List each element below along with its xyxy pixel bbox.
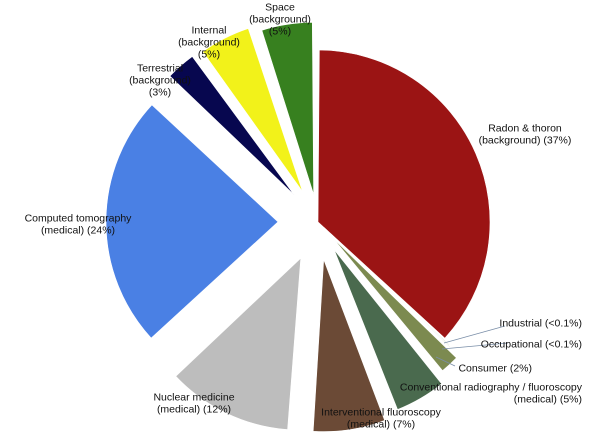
slice-label-9: Terrestrial (background) (3%) — [129, 63, 191, 99]
pie-slice-5 — [333, 249, 443, 410]
pie-slice-8 — [105, 104, 279, 339]
slice-label-6: Interventional fluoroscopy (medical) (7%) — [321, 407, 441, 431]
pie-slice-6 — [312, 259, 386, 432]
pie-slice-1 — [317, 49, 491, 339]
leader-line-2 — [443, 325, 506, 344]
leader-line-4 — [435, 356, 456, 367]
slice-label-10: Internal (background) (5%) — [178, 25, 240, 61]
pie-slice-10 — [202, 28, 303, 192]
leader-line-3 — [441, 342, 509, 350]
slice-label-8: Computed tomography (medical) (24%) — [25, 213, 133, 237]
pie-slice-9 — [169, 56, 295, 196]
slice-label-3: Occupational (<0.1%) — [481, 339, 582, 351]
pie-slice-7 — [175, 257, 302, 430]
slice-label-2: Industrial (<0.1%) — [499, 318, 582, 330]
slice-label-1: Radon & thoron (background) (37%) — [479, 123, 572, 147]
pie-slice-11 — [261, 22, 314, 195]
pie-slice-4 — [332, 237, 457, 372]
slice-label-5: Conventional radiography / fluoroscopy (m… — [400, 382, 583, 406]
slice-label-11: Space (background) (5%) — [249, 2, 311, 38]
pie-slice-3 — [325, 228, 451, 348]
slice-label-4: Consumer (2%) — [458, 363, 532, 375]
slice-label-7: Nuclear medicine (medical) (12%) — [153, 392, 234, 416]
